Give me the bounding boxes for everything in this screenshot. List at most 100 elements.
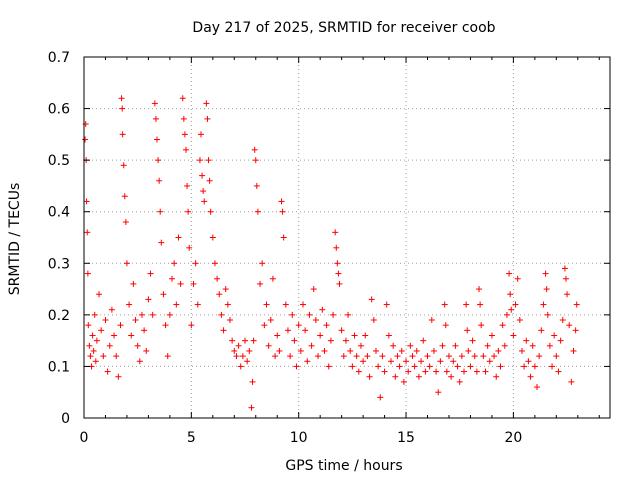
data-point [83,198,90,205]
data-point [242,337,249,344]
data-point [297,347,304,354]
data-point [157,208,164,215]
data-point [559,317,566,324]
data-point [291,337,298,344]
data-point [469,337,476,344]
data-point [315,353,322,360]
data-point [267,317,274,324]
data-point [465,347,472,354]
data-point [201,198,208,205]
data-point [441,301,448,308]
data-point [198,131,205,138]
data-point [251,146,258,153]
data-point [335,270,342,277]
data-point [383,301,390,308]
data-point [570,347,577,354]
data-point [89,332,96,339]
data-point [478,322,485,329]
data-point [87,353,94,360]
data-point [200,188,207,195]
data-point [461,368,468,375]
data-point [319,306,326,313]
data-point [126,301,133,308]
data-point [549,363,556,370]
data-point [91,311,98,318]
data-point [108,306,115,313]
data-point [282,301,289,308]
data-point [102,317,109,324]
data-point [82,136,89,143]
data-point [224,301,231,308]
data-point [134,342,141,349]
data-point [443,368,450,375]
data-point [138,311,145,318]
data-point [464,327,471,334]
data-point [119,105,126,112]
y-tick-label: 0.3 [48,256,70,272]
data-point [269,275,276,282]
data-point [158,239,165,246]
data-point [566,322,573,329]
data-point [121,193,128,200]
data-point [327,337,334,344]
data-point [284,327,291,334]
data-point [477,301,484,308]
data-point [544,311,551,318]
data-point [529,342,536,349]
data-point [491,353,498,360]
data-point [229,337,236,344]
data-point [396,363,403,370]
axis-ticks [83,56,610,419]
data-point [573,301,580,308]
data-point [119,131,126,138]
data-point [265,342,272,349]
data-point [564,291,571,298]
data-point [149,311,156,318]
data-point [280,234,287,241]
data-point [553,353,560,360]
chart-title: Day 217 of 2025, SRMTID for receiver coo… [192,20,495,36]
data-point [518,347,525,354]
x-tick-label: 15 [397,430,415,446]
data-point [93,337,100,344]
data-point [205,157,212,164]
data-point [527,373,534,380]
data-point [523,337,530,344]
data-point [424,353,431,360]
data-point [381,368,388,375]
data-point [495,347,502,354]
data-point [147,270,154,277]
data-point [246,347,253,354]
data-point [250,337,257,344]
data-point [514,275,521,282]
data-point [252,157,259,164]
data-point [499,322,506,329]
data-point [450,358,457,365]
data-point [179,95,186,102]
data-point [235,342,242,349]
data-point [190,280,197,287]
data-point [220,327,227,334]
data-point [276,347,283,354]
data-point [445,353,452,360]
data-point [501,342,508,349]
y-tick-label: 0 [61,411,70,427]
data-point [100,353,107,360]
data-point [171,260,178,267]
data-point [463,301,470,308]
data-point [123,260,130,267]
data-point [192,260,199,267]
grid [84,57,610,418]
data-point [261,322,268,329]
data-point [160,291,167,298]
data-point [194,301,201,308]
data-point [120,162,127,169]
data-point [253,182,260,189]
data-point [333,244,340,251]
data-point [84,270,91,277]
data-point [274,332,281,339]
data-point [562,275,569,282]
data-point [542,270,549,277]
data-point [568,378,575,385]
data-point [164,353,171,360]
